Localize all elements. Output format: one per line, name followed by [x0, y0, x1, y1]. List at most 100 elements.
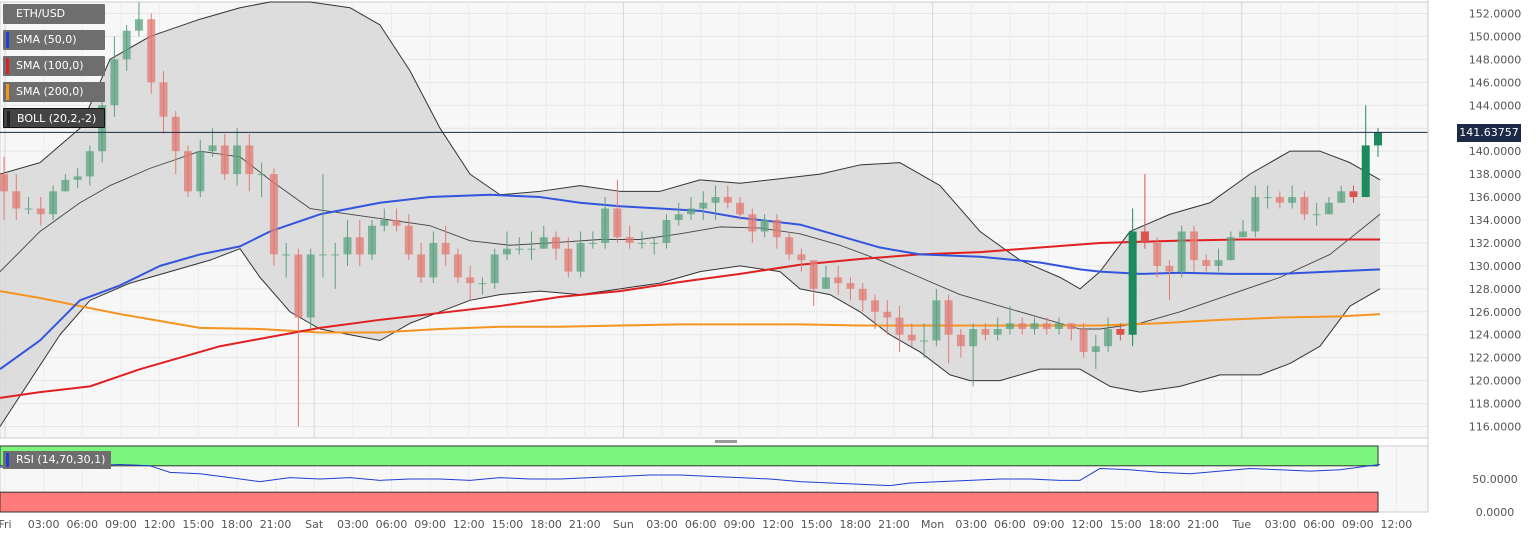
x-tick-label: Sat	[305, 518, 324, 531]
candle-body	[294, 254, 303, 318]
candle-body	[1337, 191, 1346, 203]
candle-body	[392, 220, 401, 226]
x-tick-label: 12:00	[1071, 518, 1103, 531]
candle-body	[1239, 231, 1248, 238]
candle-body	[515, 248, 524, 250]
legend-label: BOLL (20,2,-2)	[17, 112, 97, 125]
candle-body	[85, 151, 94, 177]
candle-body	[527, 248, 536, 250]
y-tick-label: 140.0000	[1469, 145, 1522, 158]
x-tick-label: 12:00	[762, 518, 794, 531]
x-tick-label: 06:00	[1303, 518, 1335, 531]
last-price-tag: 141.63757	[1457, 124, 1521, 142]
candle-body	[772, 220, 781, 238]
candle-body	[441, 242, 450, 255]
y-tick-label: 150.0000	[1469, 30, 1522, 43]
x-tick-label: Fri	[0, 518, 12, 531]
candle-body	[417, 254, 426, 278]
candle-body	[171, 116, 180, 152]
candle-body	[650, 242, 659, 244]
rsi-y-tick-label: 0.0000	[1476, 506, 1515, 519]
x-tick-label: Sun	[613, 518, 634, 531]
candle-body	[184, 151, 193, 192]
y-tick-label: 120.0000	[1469, 375, 1522, 388]
x-tick-label: 03:00	[28, 518, 60, 531]
legend-label: RSI (14,70,30,1)	[16, 453, 106, 466]
candle-body	[1202, 260, 1211, 266]
candle-body	[245, 145, 254, 175]
legend-swatch	[6, 6, 9, 22]
candle-body	[748, 214, 757, 232]
candle-body	[306, 254, 315, 318]
candle-body	[490, 254, 499, 284]
candle-body	[1214, 260, 1223, 266]
legend-swatch	[6, 84, 9, 100]
candle-body	[1263, 197, 1272, 199]
y-tick-label: 128.0000	[1469, 283, 1522, 296]
legend-swatch	[6, 453, 9, 467]
x-tick-label: 09:00	[723, 518, 755, 531]
y-tick-label: 118.0000	[1469, 398, 1522, 411]
legend-sma-50[interactable]: SMA (50,0)	[3, 30, 106, 50]
legend-boll[interactable]: BOLL (20,2,-2)	[3, 108, 106, 128]
candle-body	[343, 237, 352, 255]
x-tick-label: 09:00	[1033, 518, 1065, 531]
legend-rsi[interactable]: RSI (14,70,30,1)	[3, 451, 112, 469]
candle-body	[944, 300, 953, 335]
x-tick-label: 06:00	[994, 518, 1026, 531]
candle-body	[1104, 329, 1113, 347]
candle-body	[1177, 231, 1186, 272]
candle-body	[110, 59, 119, 106]
candle-body	[785, 237, 794, 255]
candle-body	[453, 254, 462, 278]
y-tick-label: 134.0000	[1469, 214, 1522, 227]
y-tick-label: 122.0000	[1469, 352, 1522, 365]
candle-body	[368, 225, 377, 255]
legend-sma-100[interactable]: SMA (100,0)	[3, 56, 106, 76]
candle-body	[1055, 323, 1064, 329]
candle-body	[613, 208, 622, 238]
y-tick-label: 126.0000	[1469, 306, 1522, 319]
candle-body	[159, 82, 168, 117]
candle-body	[687, 208, 695, 215]
candle-body	[797, 254, 806, 261]
candle-body	[564, 248, 573, 272]
candle-body	[61, 179, 70, 192]
y-tick-label: 116.0000	[1469, 421, 1522, 434]
candle-body	[318, 254, 327, 256]
candle-body	[711, 197, 720, 203]
x-tick-label: 15:00	[801, 518, 833, 531]
legend-eth-usd[interactable]: ETH/USD	[3, 4, 106, 24]
candle-body	[858, 288, 867, 301]
candle-body	[196, 151, 205, 192]
candle-body	[932, 300, 941, 341]
y-tick-label: 144.0000	[1469, 99, 1522, 112]
candle-body	[907, 334, 916, 341]
x-tick-label: Mon	[921, 518, 944, 531]
x-tick-label: 03:00	[955, 518, 987, 531]
legend-sma-200[interactable]: SMA (200,0)	[3, 82, 106, 102]
candle-body	[478, 283, 487, 285]
candle-body	[760, 220, 769, 232]
candle-body	[1300, 197, 1309, 215]
bollinger-lower-line	[0, 248, 1381, 427]
candle-body	[920, 340, 929, 342]
x-tick-label: Tue	[1231, 518, 1251, 531]
x-tick-label: 09:00	[414, 518, 446, 531]
candle-body	[1128, 231, 1137, 335]
candle-body	[736, 202, 745, 215]
candle-body	[1189, 231, 1198, 261]
x-tick-label: 18:00	[221, 518, 253, 531]
candle-body	[637, 242, 646, 244]
x-tick-label: 21:00	[1187, 518, 1219, 531]
rsi-oversold-zone	[0, 491, 1379, 513]
candle-body	[1288, 197, 1297, 203]
candle-body	[1312, 214, 1321, 216]
candle-body	[331, 254, 340, 256]
candle-body	[24, 208, 33, 210]
x-tick-label: 21:00	[569, 518, 601, 531]
legend-swatch	[6, 58, 9, 74]
candle-body	[1140, 231, 1149, 243]
